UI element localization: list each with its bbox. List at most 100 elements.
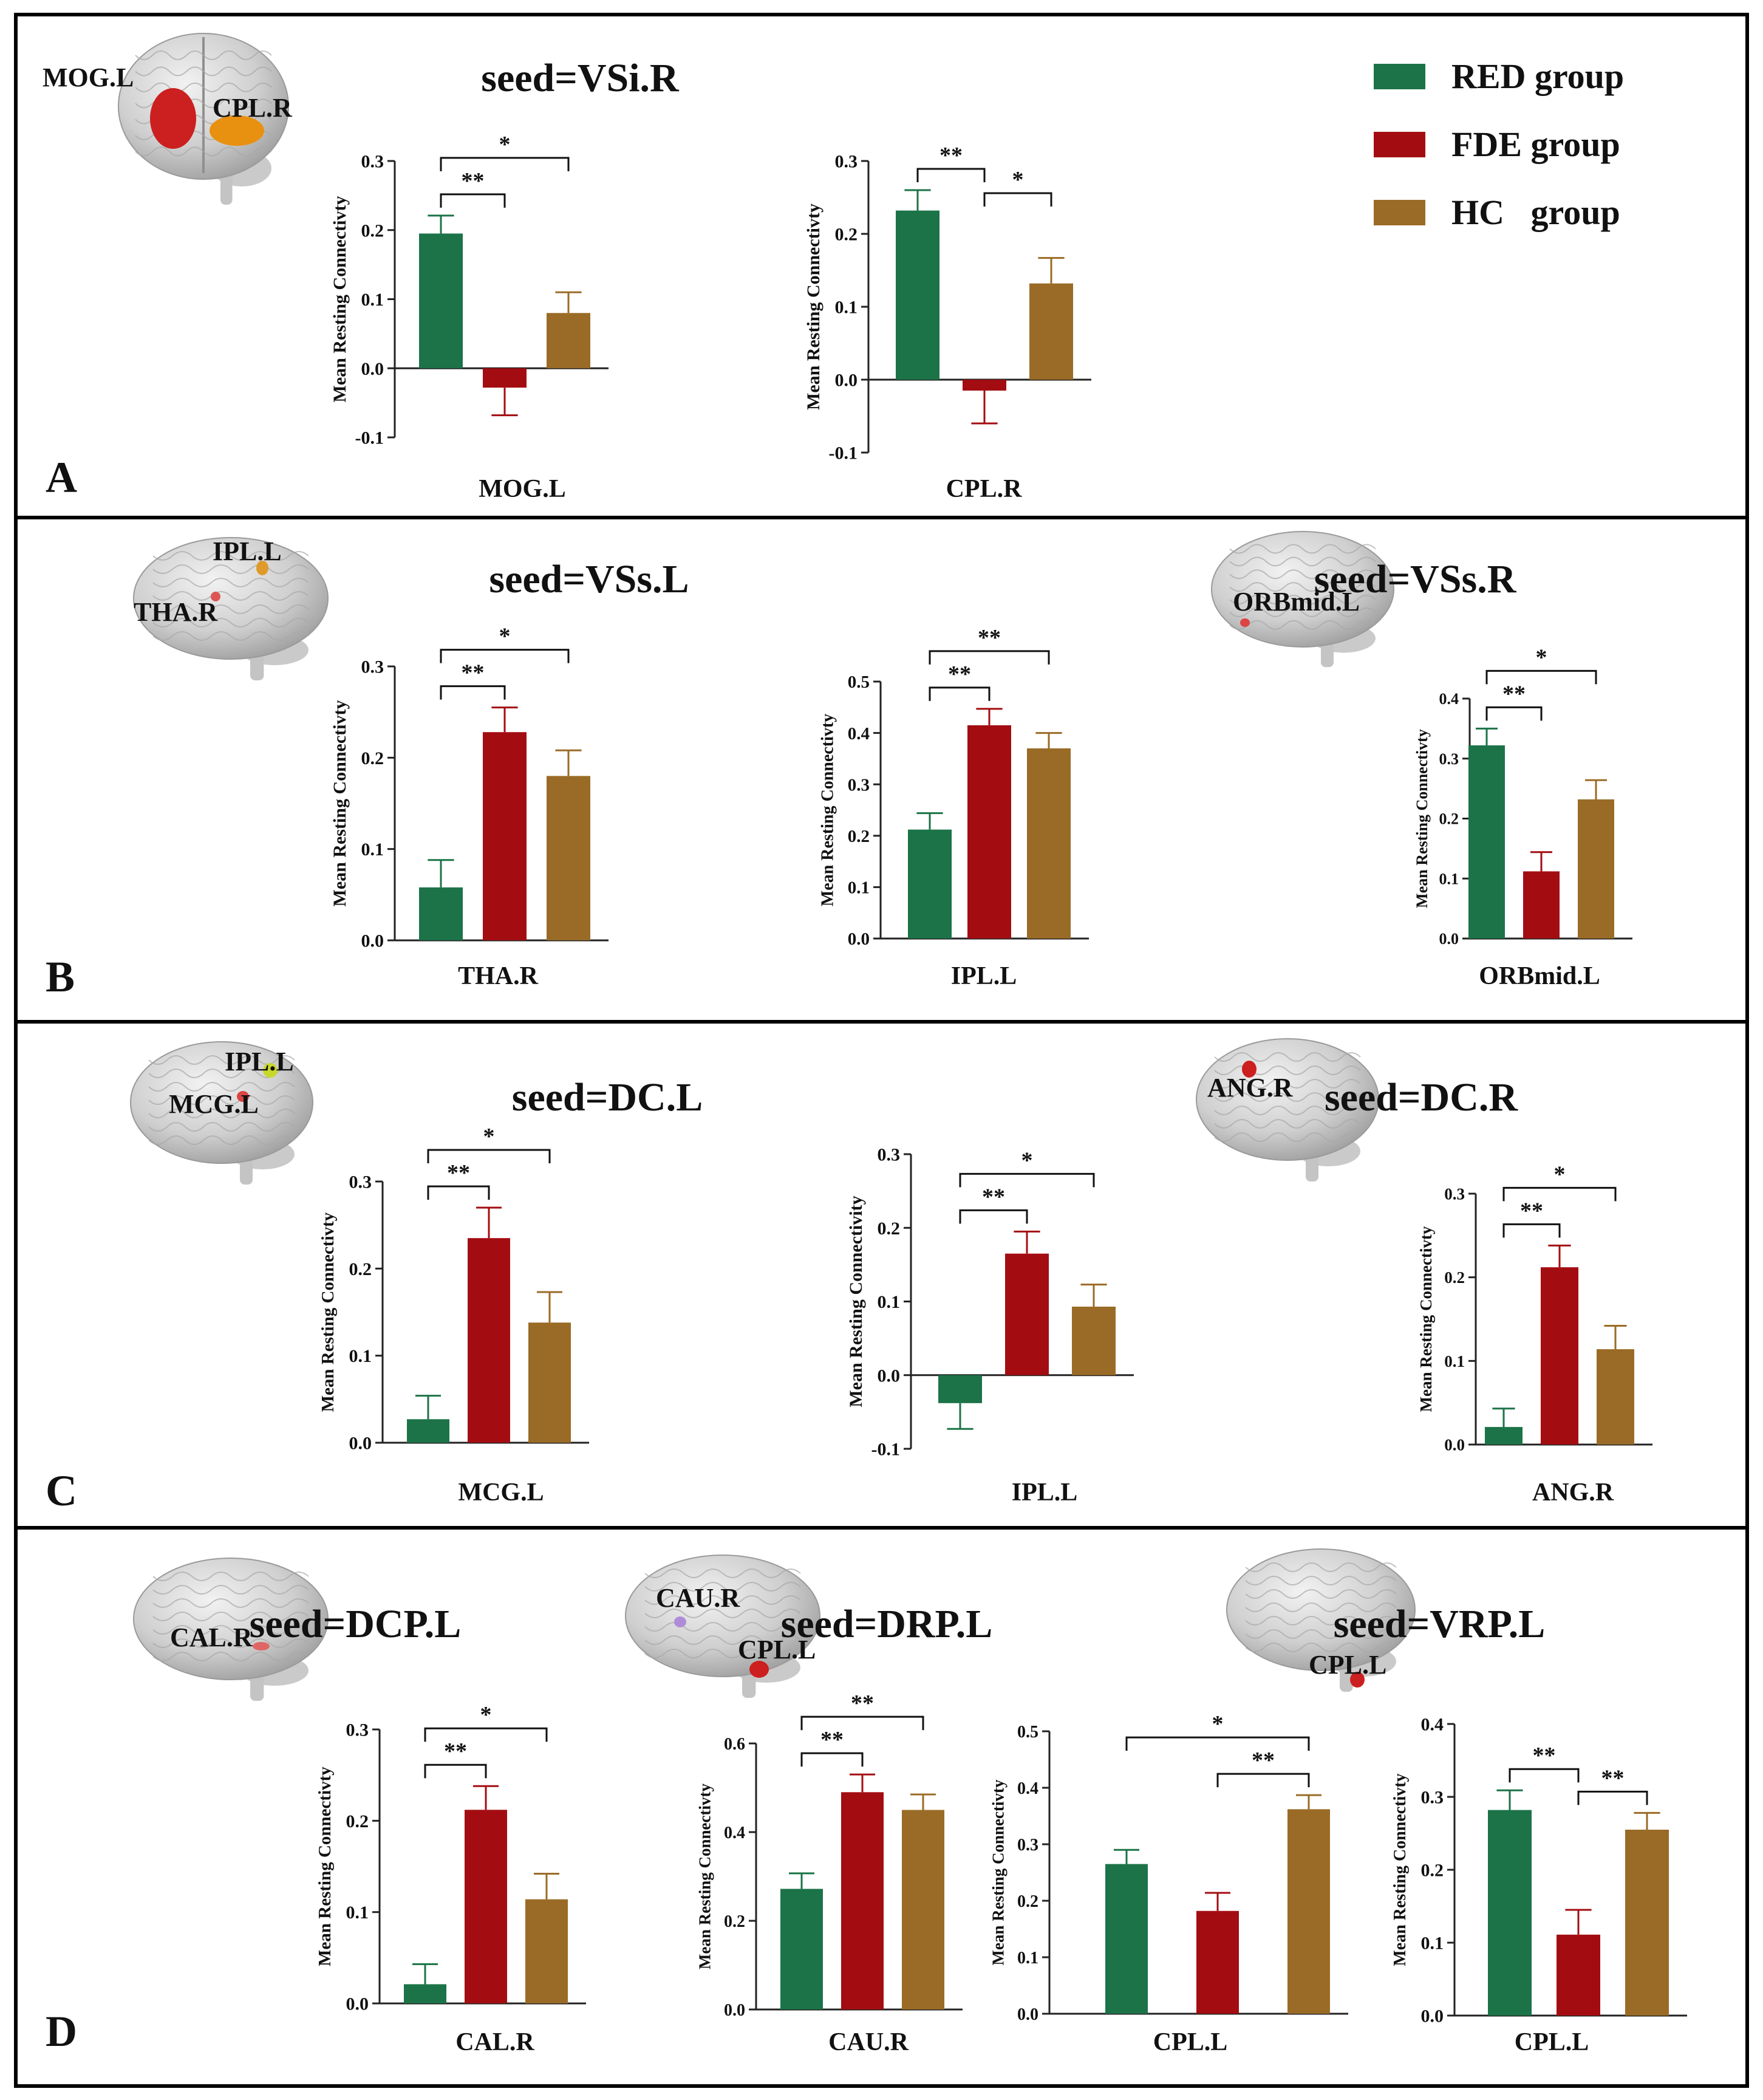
- y-tick-label: 0.2: [346, 1811, 369, 1832]
- y-axis-label: Mean Resting Connectivty: [1413, 729, 1431, 908]
- y-tick-label: 0.3: [1444, 1185, 1465, 1203]
- x-axis-label: ANG.R: [1532, 1479, 1614, 1507]
- significance-bracket: **: [1216, 1748, 1310, 1788]
- y-tick-label: 0.2: [848, 827, 870, 846]
- y-tick-label: 0.1: [1444, 1352, 1465, 1370]
- panel-letter: D: [46, 2007, 77, 2056]
- activation-blob: [674, 1616, 686, 1627]
- x-axis-label: MCG.L: [458, 1479, 544, 1507]
- significance-bracket: **: [1502, 1198, 1561, 1238]
- y-tick-label: 0.2: [835, 225, 858, 245]
- y-tick-label: 0.5: [1017, 1723, 1038, 1742]
- brain-renderings: [118, 33, 1416, 1701]
- chart-D2: 0.6 0.4 0.2 0.0 Mean Resting Connectivty CAU.…: [695, 1691, 963, 2056]
- bar: [896, 210, 939, 380]
- y-tick-label: 0.4: [1421, 1715, 1444, 1735]
- bar: [841, 1792, 884, 2009]
- significance-bracket: *: [424, 1702, 548, 1742]
- bar: [1578, 799, 1614, 939]
- significance-label: **: [1252, 1748, 1275, 1773]
- y-tick-label: 0.2: [1017, 1892, 1038, 1911]
- brain-rendering: [133, 1558, 329, 1701]
- significance-label: **: [444, 1739, 467, 1764]
- activation-blob: [1242, 1061, 1257, 1078]
- significance-bracket: **: [1485, 681, 1543, 721]
- chart-D4: 0.4 0.3 0.2 0.1 0.0 Mean Resting Connectivty C…: [1391, 1715, 1687, 2056]
- x-axis-label: CPL.R: [946, 475, 1023, 503]
- x-axis-label: CAU.R: [828, 2028, 909, 2056]
- bar: [547, 313, 590, 369]
- significance-label: **: [1502, 681, 1526, 706]
- x-axis-label: IPL.L: [951, 962, 1017, 990]
- activation-blob: [1240, 618, 1250, 627]
- y-tick-label: 0.1: [1439, 870, 1459, 888]
- y-axis-label: Mean Resting Connectivty: [803, 204, 824, 410]
- activation-blob: [253, 1642, 270, 1650]
- brain-region-label: IPL.L: [225, 1047, 294, 1076]
- legend-label: RED group: [1451, 56, 1624, 96]
- significance-label: *: [1021, 1147, 1033, 1173]
- x-axis-label: CPL.L: [1153, 2028, 1228, 2056]
- seed-title: seed=VSi.R: [481, 56, 680, 100]
- y-tick-label: 0.5: [848, 672, 870, 692]
- chart-D3: 0.5 0.4 0.3 0.2 0.1 0.0 Mean Resting Connectiv…: [989, 1711, 1348, 2056]
- y-tick-label: 0.0: [724, 2001, 745, 2020]
- significance-label: **: [447, 1160, 470, 1186]
- bar: [1541, 1267, 1578, 1445]
- y-axis-label: Mean Resting Connectivity: [846, 1195, 866, 1407]
- x-axis-label: IPL.L: [1012, 1479, 1078, 1507]
- bar: [528, 1322, 571, 1443]
- significance-bracket: **: [440, 168, 506, 208]
- activation-blob: [210, 115, 264, 146]
- seed-title: seed=DRP.L: [781, 1602, 993, 1646]
- y-axis-label: Mean Resting Connectivty: [819, 714, 837, 906]
- activation-blob: [237, 1091, 249, 1102]
- y-tick-label: 0.0: [848, 929, 870, 949]
- y-tick-label: 0.2: [878, 1219, 901, 1239]
- y-tick-label: 0.4: [848, 724, 870, 744]
- bar: [1196, 1910, 1239, 2014]
- bar: [465, 1810, 507, 2003]
- seed-title: seed=VRP.L: [1334, 1602, 1546, 1646]
- y-axis-label: Mean Resting Connectivty: [330, 196, 350, 403]
- legend-swatch: [1374, 200, 1425, 225]
- chart-B2: 0.5 0.4 0.3 0.2 0.1 0.0 Mean Resting Connectiv…: [819, 625, 1089, 990]
- significance-bracket: **: [800, 1727, 864, 1767]
- bar: [1287, 1809, 1330, 2014]
- chart-C3: 0.3 0.2 0.1 0.0 Mean Resting Connectivty ANG.…: [1417, 1161, 1652, 1507]
- y-tick-label: 0.0: [1444, 1435, 1465, 1454]
- bar: [407, 1419, 449, 1443]
- bar: [902, 1810, 944, 2009]
- y-tick-label: 0.4: [724, 1824, 745, 1842]
- y-tick-label: 0.3: [361, 657, 384, 677]
- brain-rendering: [1226, 1548, 1416, 1692]
- chart-C2: 0.3 0.2 0.1 0.0 -0.1 Mean Resting Connectivit…: [846, 1145, 1134, 1507]
- bar: [419, 887, 463, 940]
- bar: [1468, 745, 1505, 939]
- seed-title: seed=DC.R: [1325, 1075, 1518, 1120]
- outer-frame: [14, 13, 1749, 2088]
- y-tick-label: 0.0: [346, 1994, 369, 2014]
- y-tick-label: 0.2: [1421, 1861, 1444, 1881]
- significance-label: **: [948, 662, 971, 687]
- y-tick-label: 0.4: [1439, 690, 1459, 708]
- significance-bracket: *: [1502, 1161, 1617, 1202]
- y-tick-label: 0.3: [848, 775, 870, 795]
- y-tick-label: 0.1: [361, 840, 384, 860]
- activation-blob: [256, 561, 268, 575]
- bar: [1523, 871, 1560, 939]
- significance-label: *: [499, 624, 511, 649]
- bar: [908, 829, 952, 939]
- significance-label: *: [1012, 167, 1024, 193]
- brain-rendering: [1196, 1038, 1379, 1182]
- bar: [419, 233, 463, 369]
- y-tick-label: -0.1: [871, 1440, 901, 1460]
- significance-bracket: *: [983, 167, 1052, 207]
- seed-title: seed=VSs.L: [489, 557, 689, 601]
- significance-label: **: [978, 625, 1001, 651]
- legend-label: HC group: [1451, 193, 1620, 232]
- x-axis-label: THA.R: [458, 962, 539, 990]
- brain-region-label: IPL.L: [213, 536, 282, 566]
